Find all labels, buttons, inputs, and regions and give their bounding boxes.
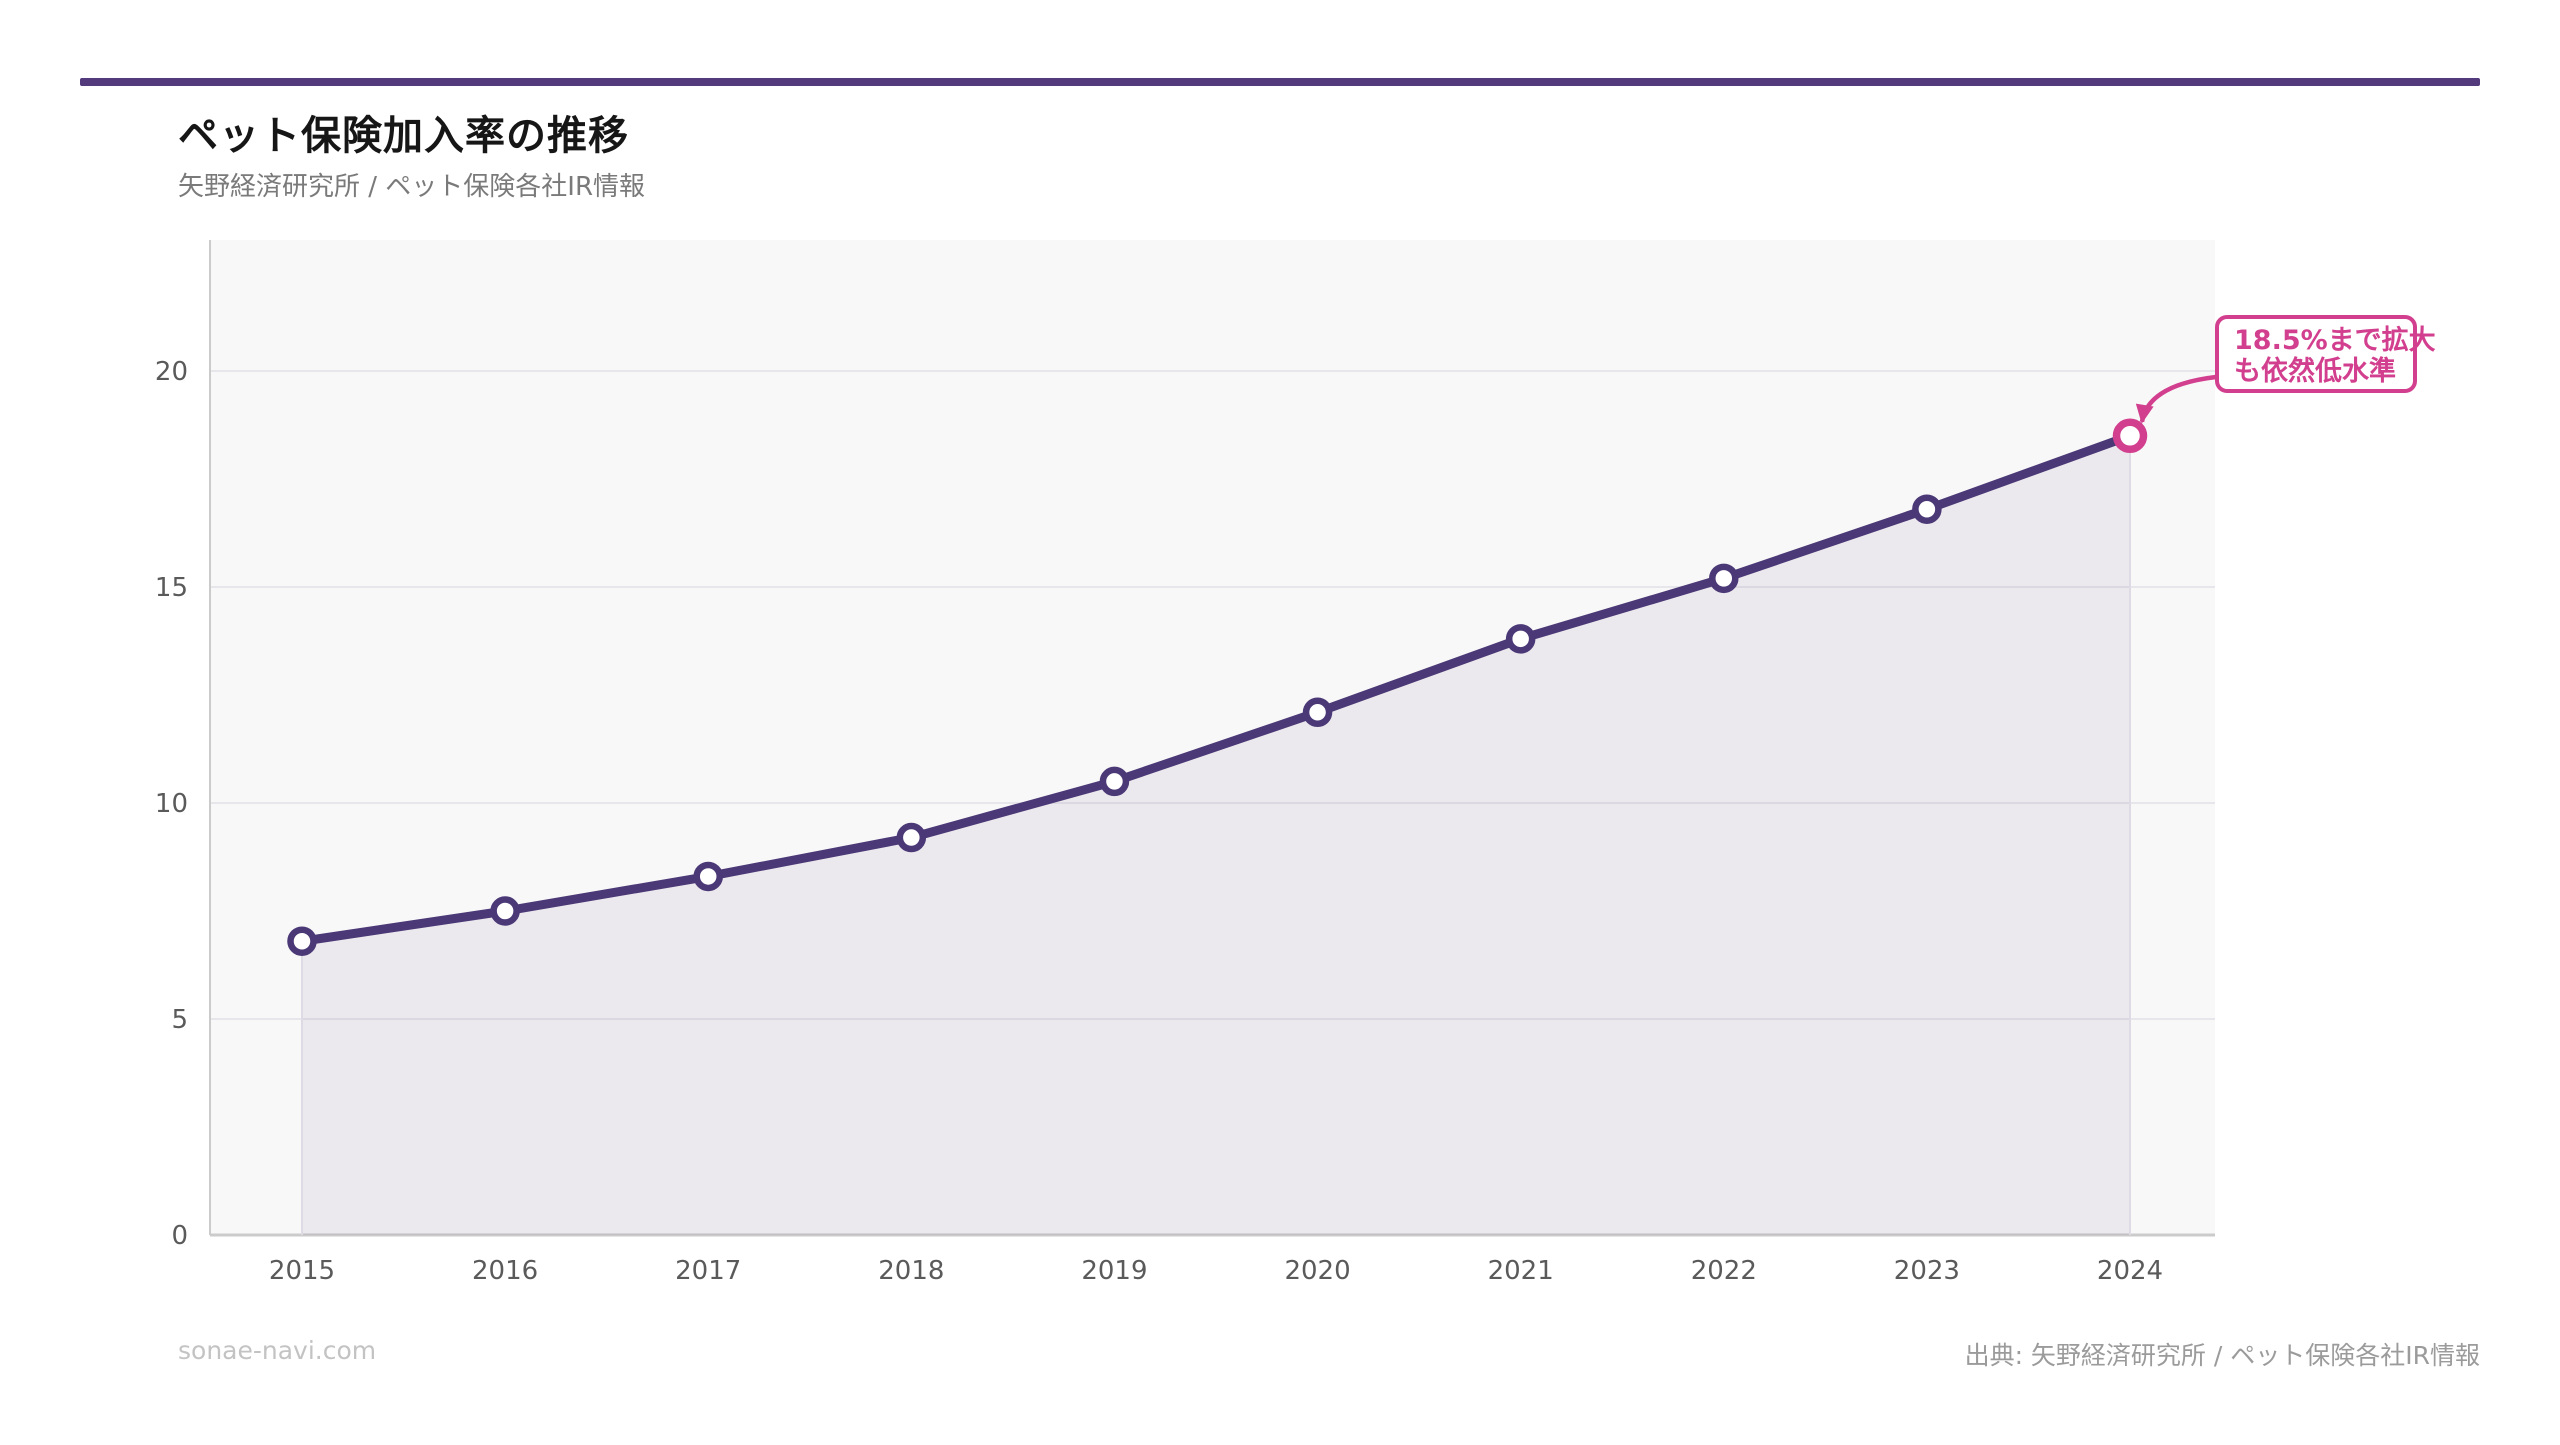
source-note: 出典: 矢野経済研究所 / ペット保険各社IR情報 <box>1964 1341 2480 1370</box>
series-line <box>297 431 2135 946</box>
plot-area <box>210 240 2215 1235</box>
x-axis-label-2016: 2016 <box>472 1256 538 1286</box>
highlight-data-point-2024 <box>2112 418 2148 454</box>
area-fill <box>302 435 2130 1235</box>
data-point-2023 <box>1912 494 1942 524</box>
data-point-2022 <box>1709 563 1739 594</box>
annotation-text-line-2: も依然低水準 <box>2234 355 2396 387</box>
data-point-2018 <box>896 822 927 853</box>
y-axis-label-10: 10 <box>155 789 188 819</box>
annotation-text-line-1: 18.5%まで拡大 <box>2234 325 2436 356</box>
page-subtitle: 矢野経済研究所 / ペット保険各社IR情報 <box>178 172 646 202</box>
annotation-box <box>2215 315 2417 393</box>
watermark: sonae-navi.com <box>178 1336 377 1365</box>
x-axis-label-2017: 2017 <box>675 1256 741 1286</box>
x-axis-label-2019: 2019 <box>1081 1256 1147 1286</box>
data-point-2016 <box>490 896 520 926</box>
x-axis-label-2021: 2021 <box>1488 1256 1554 1286</box>
x-axis-label-2022: 2022 <box>1691 1256 1757 1286</box>
brand-bar <box>80 78 2480 86</box>
y-axis-label-15: 15 <box>155 573 188 603</box>
x-axis-label-2023: 2023 <box>1894 1256 1960 1286</box>
x-axis-label-2018: 2018 <box>878 1256 944 1286</box>
x-axis-label-2020: 2020 <box>1284 1256 1350 1286</box>
data-point-2019 <box>1099 766 1130 797</box>
data-point-2015 <box>287 926 317 956</box>
x-axis-label-2015: 2015 <box>269 1256 335 1286</box>
data-point-2021 <box>1505 624 1536 654</box>
annotation-arrow <box>2135 374 2217 424</box>
x-axis-label-2024: 2024 <box>2097 1256 2163 1286</box>
y-axis-label-5: 5 <box>171 1005 188 1035</box>
data-point-2017 <box>693 861 723 892</box>
data-point-2020 <box>1302 697 1333 728</box>
y-axis-label-20: 20 <box>155 357 188 387</box>
page-title: ペット保険加入率の推移 <box>178 113 629 159</box>
y-axis-label-0: 0 <box>171 1221 188 1251</box>
